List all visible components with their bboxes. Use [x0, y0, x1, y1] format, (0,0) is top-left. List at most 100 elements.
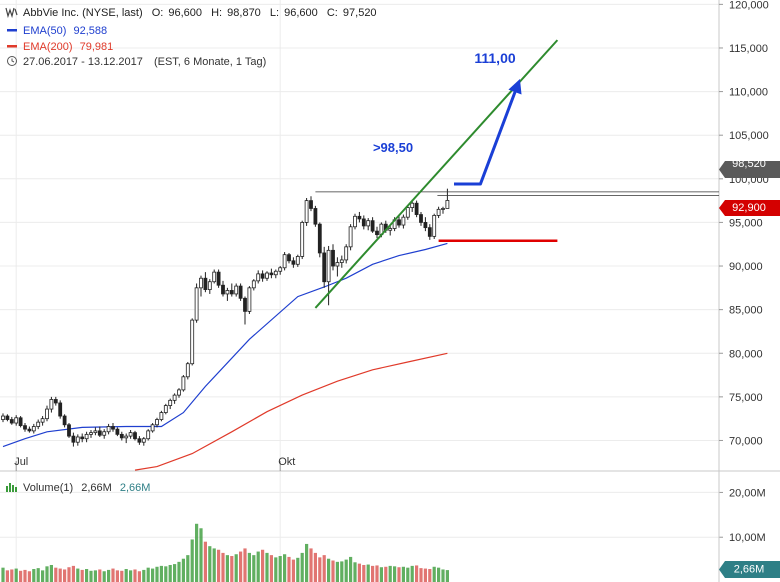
volume-bar	[98, 569, 102, 582]
chart-header: AbbVie Inc. (NYSE, last) O: 96,600 H: 98…	[5, 7, 377, 68]
ohlc-bar	[133, 430, 137, 441]
ohlc-body	[106, 426, 111, 433]
ema200-label: EMA(200)	[23, 41, 73, 53]
ohlc-body	[190, 319, 195, 365]
ohlc-body	[141, 438, 146, 443]
volume-bar	[252, 555, 256, 582]
volume-bar	[221, 552, 225, 582]
ohlc-body	[313, 208, 318, 225]
ohlc-bar	[199, 275, 203, 297]
ohlc-bar	[282, 252, 287, 271]
volume-bar	[124, 569, 128, 582]
ohlc-bar	[273, 269, 278, 279]
volume-bar	[14, 568, 18, 582]
ohlc-body	[414, 202, 419, 215]
volume-bar	[107, 569, 111, 582]
volume-bar	[32, 569, 36, 582]
y-tick-label: 85,000	[729, 305, 763, 317]
ohlc-body	[111, 426, 115, 430]
close-value: 97,520	[343, 7, 377, 19]
volume-bar	[41, 570, 45, 582]
ohlc-body	[251, 280, 256, 289]
volume-bar	[102, 571, 106, 582]
ohlc-bar	[163, 403, 168, 415]
volume-bar	[388, 565, 392, 582]
volume-bar	[265, 552, 269, 582]
ohlc-bar	[89, 430, 93, 438]
ohlc-body	[80, 436, 85, 440]
volume-bar	[274, 557, 278, 582]
ohlc-bar	[339, 255, 344, 268]
low-value: 96,600	[284, 7, 318, 19]
ohlc-bar	[31, 423, 36, 434]
volume-bar	[410, 565, 414, 582]
volume-bar	[291, 559, 295, 582]
volume-bar	[287, 556, 291, 582]
volume-bar	[80, 569, 84, 582]
volume-bar	[445, 570, 449, 582]
ohlc-body	[163, 405, 168, 413]
ohlc-body	[27, 428, 32, 432]
time-axis-ticks: Jul Okt	[14, 456, 295, 471]
ohlc-body	[273, 270, 278, 276]
ohlc-bar	[115, 427, 120, 437]
ohlc-bar	[229, 283, 234, 297]
ohlc-bar	[423, 217, 428, 232]
ohlc-body	[177, 389, 181, 396]
ohlc-bar	[313, 205, 318, 227]
ohlc-body	[388, 228, 393, 231]
volume-bar	[441, 569, 445, 582]
support-price-tag: 92,900	[719, 200, 780, 216]
y-tick-label: 80,000	[729, 348, 763, 360]
ohlc-body	[375, 230, 379, 236]
ohlc-body	[93, 430, 98, 434]
ohlc-bar	[436, 206, 441, 219]
ohlc-bar	[119, 431, 124, 441]
close-label: C:	[327, 7, 338, 19]
ohlc-bar	[317, 222, 322, 258]
open-label: O:	[152, 7, 164, 19]
ohlc-bar	[80, 433, 85, 443]
ohlc-bar	[265, 271, 269, 281]
ohlc-body	[405, 207, 410, 218]
ema50-legend-swatch	[7, 29, 17, 32]
ohlc-body	[234, 285, 239, 295]
volume-bar	[164, 566, 168, 582]
ohlc-bar	[221, 280, 225, 297]
volume-bar	[89, 570, 93, 582]
ohlc-bar	[432, 213, 437, 239]
ohlc-bar	[357, 211, 362, 223]
ohlc-bar	[344, 244, 349, 264]
ohlc-bar	[18, 416, 23, 428]
volume-bar	[353, 562, 357, 582]
volume-bar	[142, 569, 146, 582]
breakout-annotation: >98,50	[373, 140, 413, 155]
volume-bar	[67, 567, 71, 582]
volume-bar	[133, 569, 137, 582]
ohlc-body	[243, 297, 247, 312]
ohlc-body	[331, 249, 335, 267]
volume-bar	[406, 567, 410, 582]
ohlc-body	[14, 417, 19, 424]
ohlc-bar	[40, 416, 45, 426]
ohlc-bar	[27, 426, 32, 433]
ohlc-body	[282, 254, 287, 269]
high-label: H:	[211, 7, 222, 19]
chart-logo-icon	[5, 7, 18, 19]
volume-bar	[151, 568, 155, 582]
ohlc-body	[168, 399, 173, 406]
volume-bar	[186, 555, 190, 582]
volume-bar	[181, 558, 185, 582]
ohlc-body	[194, 287, 199, 321]
ohlc-bar	[49, 396, 54, 413]
ohlc-body	[256, 273, 261, 282]
target-arrow-head	[508, 78, 522, 95]
volume-value-secondary: 2,66M	[120, 482, 151, 494]
ohlc-body	[133, 432, 137, 440]
volume-bar	[5, 570, 9, 582]
volume-bar	[234, 554, 238, 582]
ohlc-bar	[335, 257, 340, 277]
ohlc-bar	[172, 393, 177, 404]
volume-bar	[76, 568, 80, 582]
